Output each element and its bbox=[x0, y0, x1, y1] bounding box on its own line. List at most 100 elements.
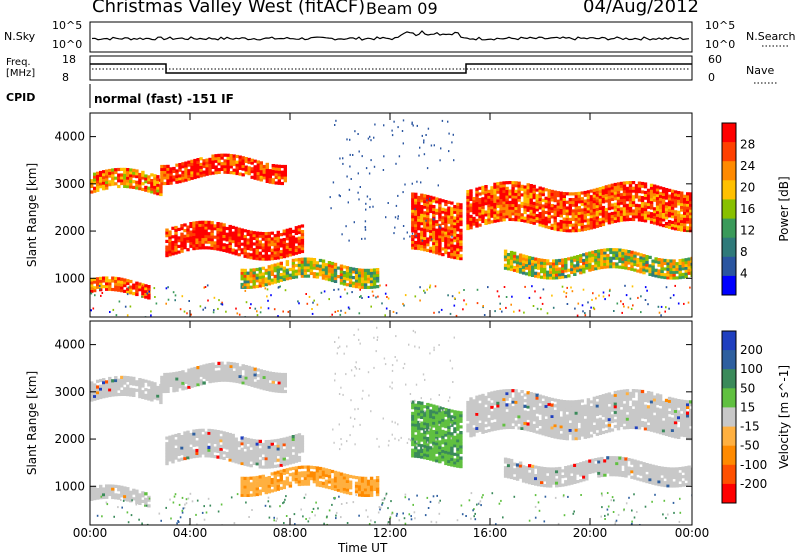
x-tick-label: 00:00 bbox=[675, 526, 710, 540]
y-tick-label: 2000 bbox=[54, 432, 85, 446]
y-axis-title: Slant Range [km] bbox=[25, 163, 39, 267]
plot-frame bbox=[89, 112, 693, 318]
colorbar-tick-label: 15 bbox=[740, 400, 755, 414]
x-tick-label: 00:00 bbox=[73, 526, 108, 540]
colorbar: 200 100 50 15 -15 -50 -100 -200 Velocity [m s^-1… bbox=[721, 330, 791, 504]
colorbar-swatch bbox=[722, 331, 736, 351]
colorbar-swatch bbox=[722, 218, 736, 239]
colorbar-swatch bbox=[722, 161, 736, 181]
freq-tick-top: 18 bbox=[62, 53, 76, 66]
colorbar-tick-label: 20 bbox=[740, 181, 755, 195]
colorbar-tick-label: 4 bbox=[740, 267, 748, 281]
freq-label-1: Freq. bbox=[6, 57, 31, 68]
colorbar-tick-label: 24 bbox=[740, 159, 755, 173]
nsearch-tick-top: 10^5 bbox=[705, 19, 735, 32]
colorbar-tick-label: 12 bbox=[740, 224, 755, 238]
x-tick-label: 16:00 bbox=[473, 526, 508, 540]
y-tick-label: 4000 bbox=[54, 130, 85, 144]
heatmap-cells bbox=[90, 326, 692, 525]
colorbar-swatch bbox=[722, 407, 736, 427]
nave-label: Nave bbox=[746, 64, 774, 77]
freq-label-2: [MHz] bbox=[6, 68, 35, 79]
colorbar: 28 24 20 16 12 8 4 Power [dB] bbox=[721, 122, 791, 296]
date-label: 04/Aug/2012 bbox=[583, 0, 699, 17]
colorbar-tick-label: 8 bbox=[740, 245, 748, 259]
echo-band-4 bbox=[240, 465, 380, 497]
station-title: Christmas Valley West (fitACF) bbox=[92, 0, 366, 17]
echo-band-1 bbox=[90, 167, 163, 197]
nsearch-label: N.Search bbox=[746, 30, 796, 43]
colorbar-tick-label: -50 bbox=[740, 439, 760, 453]
nsearch-tick-bottom: 10^0 bbox=[705, 38, 735, 51]
colorbar-swatch bbox=[722, 464, 736, 485]
nave-tick-top: 60 bbox=[708, 53, 722, 66]
heatmap-panel-2: 4000 3000 2000 1000 00:00 04:00 08:00 12:00 16:0… bbox=[25, 320, 791, 540]
echo-band-8 bbox=[90, 484, 151, 508]
cpid-value: normal (fast) -151 IF bbox=[94, 92, 234, 106]
nsky-panel: N.Sky 10^5 10^0 10^5 10^0 N.Search bbox=[4, 19, 796, 53]
colorbar-swatch bbox=[722, 180, 736, 200]
colorbar-swatch bbox=[722, 142, 736, 162]
beam-label: Beam 09 bbox=[366, 0, 438, 18]
echo-band-2 bbox=[160, 153, 287, 186]
colorbar-tick-label: 100 bbox=[740, 362, 763, 376]
x-tick-label: 12:00 bbox=[373, 526, 408, 540]
colorbar-swatch bbox=[722, 275, 736, 296]
colorbar-swatch bbox=[722, 350, 736, 370]
echo-band-6 bbox=[466, 389, 692, 441]
colorbar-title: Velocity [m s^-1] bbox=[777, 365, 791, 469]
colorbar-tick-label: 200 bbox=[740, 343, 763, 357]
nsky-trace bbox=[91, 30, 690, 41]
noise-scatter bbox=[96, 326, 692, 525]
nave-tick-bottom: 0 bbox=[708, 71, 715, 84]
colorbar-tick-label: -15 bbox=[740, 420, 760, 434]
echo-band-5 bbox=[411, 192, 463, 261]
noise-scatter bbox=[90, 119, 691, 317]
echo-band-2 bbox=[160, 361, 287, 394]
echo-band-1 bbox=[90, 375, 163, 405]
echo-band-7 bbox=[503, 456, 692, 488]
y-tick-label: 2000 bbox=[54, 224, 85, 238]
nsky-tick-bottom: 10^0 bbox=[52, 38, 82, 51]
x-tick-label: 08:00 bbox=[273, 526, 308, 540]
echo-band-7 bbox=[503, 248, 692, 280]
colorbar-tick-label: 16 bbox=[740, 202, 755, 216]
freq-tick-bottom: 8 bbox=[62, 71, 69, 84]
echo-band-5 bbox=[411, 400, 463, 469]
echo-band-4 bbox=[240, 257, 380, 289]
colorbar-swatch bbox=[722, 256, 736, 277]
x-tick-label: 04:00 bbox=[173, 526, 208, 540]
colorbar-swatch bbox=[722, 426, 736, 447]
heatmap-panel-1: 4000 3000 2000 1000 Slant Range [km] 28 24 20 16… bbox=[25, 112, 791, 318]
y-tick-label: 3000 bbox=[54, 385, 85, 399]
nsky-label: N.Sky bbox=[4, 30, 36, 43]
colorbar-swatch bbox=[722, 199, 736, 219]
y-tick-label: 4000 bbox=[54, 338, 85, 352]
colorbar-frame bbox=[721, 330, 737, 504]
cpid-panel: CPID normal (fast) -151 IF bbox=[6, 84, 234, 108]
colorbar-swatch bbox=[722, 388, 736, 408]
echo-band-3 bbox=[165, 428, 305, 469]
nsky-tick-top: 10^5 bbox=[52, 19, 82, 32]
colorbar-tick-label: -200 bbox=[740, 477, 767, 491]
y-tick-label: 1000 bbox=[54, 479, 85, 493]
freq-panel: Freq. [MHz] 18 8 60 0 Nave bbox=[6, 53, 778, 84]
colorbar-swatch bbox=[722, 123, 736, 143]
heatmap-cells bbox=[90, 119, 692, 317]
colorbar-tick-label: -100 bbox=[740, 458, 767, 472]
y-tick-label: 3000 bbox=[54, 177, 85, 191]
freq-trace bbox=[90, 63, 692, 74]
colorbar-frame bbox=[721, 122, 737, 296]
colorbar-swatch bbox=[722, 445, 736, 466]
cpid-label: CPID bbox=[6, 91, 35, 104]
colorbar-swatch bbox=[722, 237, 736, 258]
colorbar-tick-label: 28 bbox=[740, 138, 755, 152]
echo-band-3 bbox=[165, 220, 305, 261]
colorbar-swatch bbox=[722, 483, 736, 504]
echo-band-6 bbox=[466, 181, 692, 233]
colorbar-tick-label: 50 bbox=[740, 381, 755, 395]
plot-frame bbox=[89, 320, 693, 526]
x-tick-label: 20:00 bbox=[573, 526, 608, 540]
colorbar-swatch bbox=[722, 369, 736, 389]
x-axis-title: Time UT bbox=[337, 541, 388, 554]
